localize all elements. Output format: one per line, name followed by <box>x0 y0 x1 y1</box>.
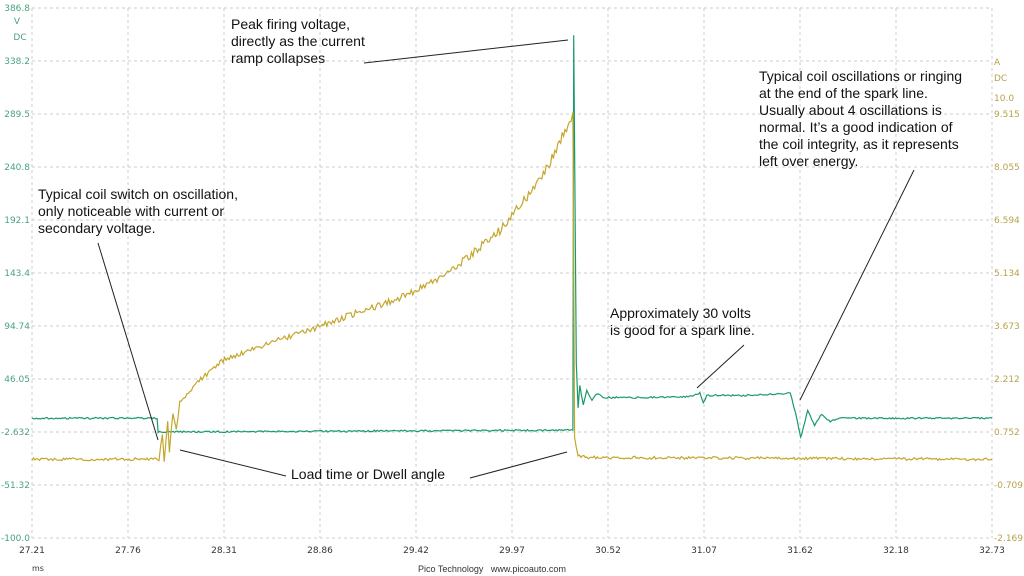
y-left-tick-label: 338.2 <box>4 57 30 67</box>
x-tick-label: 27.21 <box>19 546 45 556</box>
x-tick-label: 29.42 <box>403 546 429 556</box>
x-tick-label: 32.73 <box>979 546 1005 556</box>
x-tick-label: 27.76 <box>115 546 141 556</box>
y-left-tick-label: 386.8 <box>4 4 30 14</box>
y-left-tick-label: 94.74 <box>4 322 30 332</box>
x-tick-label: 29.97 <box>499 546 525 556</box>
annotation-switch-on: Typical coil switch on oscillation, only… <box>38 186 238 237</box>
y-right-tick-label: 2.212 <box>994 375 1020 385</box>
footer-credit: Pico Technology www.picoauto.com <box>418 564 566 574</box>
y-left-tick-label: 192.1 <box>4 216 30 226</box>
footer-brand: Pico Technology <box>418 564 483 574</box>
annotation-leader-line <box>470 452 567 478</box>
annotation-leader-line <box>180 450 286 476</box>
y-right-tick-label: -2.169 <box>994 534 1023 544</box>
y-right-tick-label: 0.752 <box>994 428 1020 438</box>
annotation-spark-line: Approximately 30 volts is good for a spa… <box>610 305 755 339</box>
x-tick-label: 28.86 <box>307 546 333 556</box>
footer-url: www.picoauto.com <box>491 564 566 574</box>
x-tick-label: 28.31 <box>211 546 237 556</box>
y-right-tick-label: 6.594 <box>994 216 1020 226</box>
y-right-tick-label: 8.055 <box>994 163 1020 173</box>
y-right-tick-label: 3.673 <box>994 322 1020 332</box>
y-left-tick-label: -2.632 <box>1 428 30 438</box>
y-right-tick-label: 9.515 <box>994 110 1020 120</box>
y-left-tick-label: 240.8 <box>4 163 30 173</box>
annotation-leader-line <box>800 170 914 400</box>
x-tick-label: 31.62 <box>787 546 813 556</box>
x-tick-label: 32.18 <box>883 546 909 556</box>
y-left-tick-label: -100.0 <box>1 534 30 544</box>
y-left-tick-label: 289.5 <box>4 110 30 120</box>
y-left-coupling: DC <box>13 33 26 43</box>
y-right-tick-label: 5.134 <box>994 269 1020 279</box>
x-tick-label: 31.07 <box>691 546 717 556</box>
y-left-tick-label: 46.05 <box>4 375 30 385</box>
annotation-leader-line <box>364 40 568 63</box>
y-left-tick-label: -51.32 <box>1 481 30 491</box>
annotation-peak-voltage: Peak firing voltage, directly as the cur… <box>231 16 365 67</box>
annotation-dwell: Load time or Dwell angle <box>291 466 445 483</box>
annotation-ringing: Typical coil oscillations or ringing at … <box>759 68 962 170</box>
x-tick-label: 30.52 <box>595 546 621 556</box>
y-left-tick-label: 143.4 <box>4 269 30 279</box>
y-right-unit: A <box>994 58 1001 68</box>
y-right-tick-label: -0.709 <box>994 481 1023 491</box>
y-right-coupling: DC <box>994 74 1007 84</box>
x-axis-unit: ms <box>32 564 44 573</box>
y-left-unit: V <box>14 17 21 27</box>
y-right-top-label: 10.0 <box>994 94 1014 104</box>
